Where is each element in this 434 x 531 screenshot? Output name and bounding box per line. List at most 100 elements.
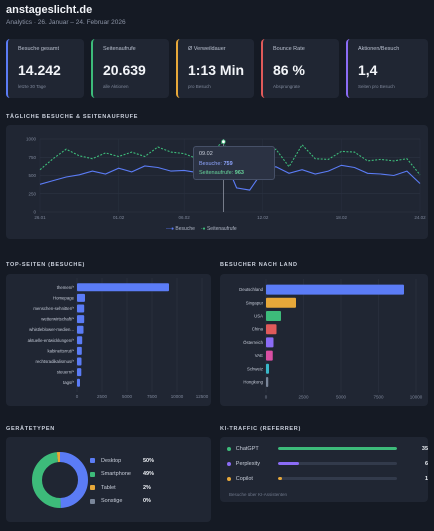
category-label: Deutschland [239,287,263,292]
y-tick-label: 0 [33,210,36,215]
device-pct: 0% [143,498,151,505]
kpi-value: 20.639 [103,62,146,78]
ki-track [278,477,398,480]
top-pages-bar-chart[interactable]: 0 2500 5000 7500 10000 12500 themen/* Homepage m… [6,274,211,406]
category-label: Hongkong [243,380,263,385]
device-row-smartphone: Smartphone 49% [90,468,154,482]
bar [266,363,269,374]
devices-donut-chart[interactable] [30,450,90,510]
ki-count: 35 [421,445,429,452]
bar [77,357,82,366]
ki-panel: ChatGPT 35 Perplexity 6 Copilot 1 [220,437,428,502]
x-tick-label: 18.02 [336,215,348,220]
category-label: menschen-sehnitter/* [33,306,74,311]
kpi-card-pageviews: Seitenaufrufe 20.639 alle Aktionen [91,39,169,98]
device-name: Desktop [101,457,122,464]
donut-slice-tablet [32,452,88,508]
category-label: tags/* [63,380,74,385]
bar [266,377,269,387]
tooltip-views-value: 963 [234,170,244,176]
tooltip-views-label: Seitenaufrufe: [199,170,234,176]
x-tick-label: 12500 [196,394,209,399]
device-name: Tablet [101,484,116,491]
device-row-desktop: Desktop 50% [90,454,154,468]
page-subtitle: Analytics · 26. Januar – 24. Februar 202… [6,19,126,26]
device-name: Smartphone [101,471,131,478]
device-swatch [90,498,95,504]
section-title-top-pages: TOP-SEITEN (BESUCHE) [6,262,85,268]
devices-panel: Desktop 50% Smartphone 49% Tablet 2% Son… [6,437,211,522]
x-tick-label: 2500 [97,394,108,399]
device-swatch [90,458,95,464]
bar [77,283,169,292]
section-title-devices: GERÄTETYPEN [6,426,55,432]
devices-legend: Desktop 50% Smartphone 49% Tablet 2% Son… [90,454,154,508]
ki-count: 1 [424,475,429,482]
kpi-card-duration: Ø Verweildauer 1:13 Min pro Besuch [176,39,254,98]
tooltip-date: 09.02 [199,151,213,157]
y-tick-label: 500 [28,173,36,178]
ki-count: 6 [424,460,429,467]
category-label: Homepage [53,295,75,300]
bar [77,315,85,324]
device-pct: 50% [143,457,155,464]
kpi-card-bounce: Bounce Rate 86 % Absprungrate [261,39,339,98]
kpi-card-visits: Besuche gesamt 14.242 letzte 30 Tage [6,39,84,98]
ki-fill [278,447,398,450]
kpi-value: 1:13 Min [188,62,245,78]
bar [266,350,273,361]
x-tick-label: 7500 [373,395,384,400]
tooltip-views-row: Seitenaufrufe: 963 [199,170,269,176]
category-label: themen/* [57,285,75,290]
kpi-value: 14.242 [18,62,61,78]
kpi-value: 86 % [273,62,305,78]
category-label: China [252,327,264,332]
kpi-sub: Seiten pro Besuch [358,84,395,89]
ki-name: Perplexity [235,460,260,467]
x-tick-label: 0 [76,394,79,399]
x-tick-label: 01.02 [113,215,125,220]
countries-panel: 0 2500 5000 7500 10000 Deutschland Singapur USA… [220,274,428,406]
x-tick-label: 5000 [336,395,347,400]
bar [77,336,83,345]
bar [77,346,82,355]
category-label: steuern/* [57,370,75,375]
category-label: VAE [255,353,263,358]
kpi-value: 1,4 [358,62,378,78]
bar [77,304,85,313]
ki-row-chatgpt: ChatGPT 35 [227,441,428,456]
y-tick-label: 1000 [26,137,37,142]
device-pct: 2% [143,484,151,491]
legend-label: Seitenaufrufe [206,226,237,232]
chart-legend: —● Besuche -● Seitenaufrufe [166,226,237,232]
x-tick-label: 0 [265,395,268,400]
ki-fill [278,462,299,465]
section-title-ki: KI-TRAFFIC (REFERRER) [220,426,301,432]
bar [266,297,296,308]
x-tick-label: 10000 [410,395,423,400]
ki-fill [278,477,282,480]
countries-bar-chart[interactable]: 0 2500 5000 7500 10000 Deutschland Singapur USA… [220,274,428,406]
y-tick-label: 750 [28,155,36,160]
kpi-label: Seitenaufrufe [103,46,136,52]
kpi-label: Aktionen/Besuch [358,46,400,52]
bar [77,293,85,302]
bar [77,378,80,387]
category-label: aktuelle-entwicklungen/* [28,338,75,343]
ki-name: Copilot [235,475,253,482]
legend-item-pageviews[interactable]: -● Seitenaufrufe [200,226,237,232]
category-label: whistleblower-medien... [29,327,74,332]
ki-track [278,447,398,450]
daily-line-chart[interactable]: 0 250 500 750 1000 26.01 01.02 06.02 12.02 18.02 2… [6,125,428,239]
tooltip-visits-value: 759 [223,161,233,167]
ki-track [278,462,398,465]
kpi-sub: Absprungrate [273,84,301,89]
kpi-label: Bounce Rate [273,46,305,52]
bar [266,337,274,348]
x-tick-label: 5000 [122,394,133,399]
section-title-daily: TÄGLICHE BESUCHE & SEITENAUFRUFE [6,114,139,120]
x-tick-label: 10000 [171,394,184,399]
daily-chart-panel: 0 250 500 750 1000 26.01 01.02 06.02 12.02 18.02 2… [6,125,428,239]
legend-item-visits[interactable]: —● Besuche [166,226,195,232]
kpi-sub: pro Besuch [188,84,211,89]
